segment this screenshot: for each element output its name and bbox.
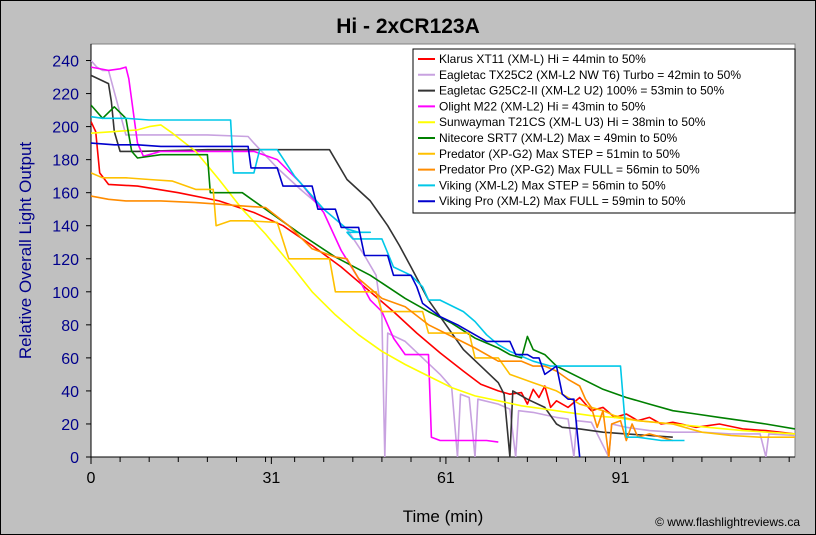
y-axis: 0 20 40 60 80 100 120 140 160 180 200 220 240 bbox=[52, 44, 92, 467]
y-tick-label: 240 bbox=[52, 54, 79, 71]
series-line-5 bbox=[91, 124, 795, 435]
chart-title: Hi - 2xCR123A bbox=[336, 15, 480, 38]
legend-entry: Eagletac G25C2-II (XM-L2 U2) 100% = 53mi… bbox=[439, 84, 724, 98]
series-layer bbox=[91, 59, 795, 457]
y-tick-label: 200 bbox=[52, 120, 79, 137]
x-axis-label: Time (min) bbox=[403, 507, 484, 526]
legend-entry: Viking (XM-L2) Max STEP = 56min to 50% bbox=[439, 178, 666, 192]
series-line-6 bbox=[91, 104, 795, 430]
credit-text: © www.flashlightreviews.ca bbox=[655, 515, 800, 529]
y-tick-label: 20 bbox=[61, 417, 79, 434]
legend-entry: Nitecore SRT7 (XM-L2) Max = 49min to 50% bbox=[439, 131, 678, 145]
x-tick-label: 61 bbox=[437, 470, 455, 487]
series-line-3 bbox=[91, 74, 673, 457]
legend-entry: Klarus XT11 (XM-L) Hi = 44min to 50% bbox=[439, 52, 646, 66]
y-tick-label: 180 bbox=[52, 153, 79, 170]
y-tick-label: 140 bbox=[52, 219, 79, 236]
series-line-9 bbox=[91, 115, 685, 442]
x-tick-label: 91 bbox=[612, 470, 630, 487]
legend-entry: Sunwayman T21CS (XM-L U3) Hi = 38min to … bbox=[439, 115, 706, 129]
y-tick-label: 160 bbox=[52, 186, 79, 203]
y-tick-label: 220 bbox=[52, 87, 79, 104]
series-line-8 bbox=[91, 195, 674, 457]
series-line-7 bbox=[91, 172, 795, 438]
y-tick-label: 40 bbox=[61, 384, 79, 401]
legend-entry: Viking Pro (XM-L2) Max FULL = 59min to 5… bbox=[439, 194, 686, 208]
legend-box bbox=[412, 48, 796, 214]
x-tick-label: 0 bbox=[87, 470, 96, 487]
y-tick-label: 80 bbox=[61, 318, 79, 335]
y-tick-label: 60 bbox=[61, 351, 79, 368]
legend: Klarus XT11 (XM-L) Hi = 44min to 50% Eagl… bbox=[412, 48, 796, 214]
x-tick-label: 31 bbox=[262, 470, 280, 487]
legend-entry: Eagletac TX25C2 (XM-L2 NW T6) Turbo = 42… bbox=[439, 68, 741, 82]
y-tick-label: 120 bbox=[52, 252, 79, 269]
x-axis: 0 31 61 91 bbox=[87, 456, 795, 487]
legend-entry: Olight M22 (XM-L2) Hi = 43min to 50% bbox=[439, 99, 646, 113]
y-tick-label: 100 bbox=[52, 285, 79, 302]
series-line-4 bbox=[91, 66, 499, 443]
legend-entry: Predator Pro (XP-G2) Max FULL = 56min to… bbox=[439, 163, 700, 177]
legend-entry: Predator (XP-G2) Max STEP = 51min to 50% bbox=[439, 147, 680, 161]
y-tick-label: 0 bbox=[70, 450, 79, 467]
series-line-10 bbox=[91, 142, 581, 457]
y-axis-label: Relative Overall Light Output bbox=[16, 142, 35, 360]
